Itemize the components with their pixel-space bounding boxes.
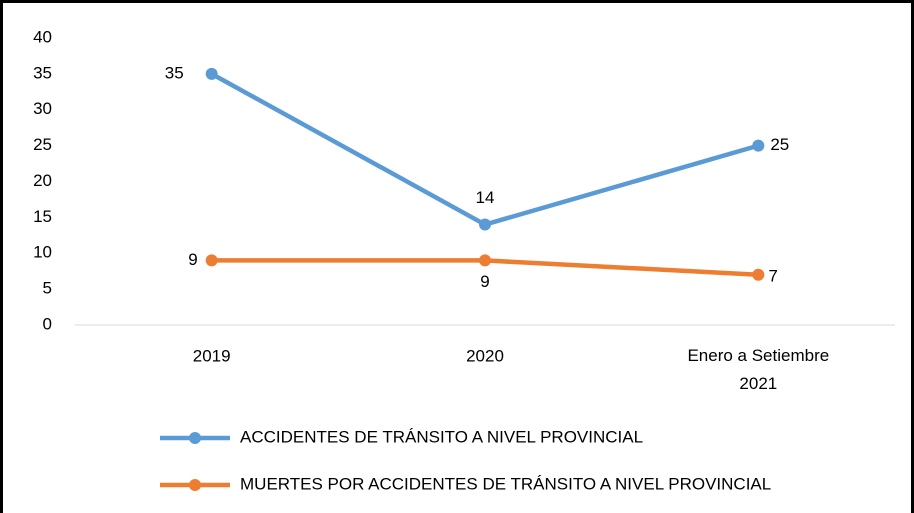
- data-label: 25: [770, 135, 789, 154]
- y-tick-label: 35: [33, 63, 52, 82]
- data-point: [479, 254, 491, 267]
- x-tick-label: Enero a Setiembre 2021: [687, 346, 829, 393]
- data-point: [752, 268, 765, 281]
- y-tick-label: 30: [33, 99, 52, 118]
- legend-marker: [189, 479, 201, 491]
- legend-marker: [189, 432, 201, 444]
- legend-label: ACCIDENTES DE TRÁNSITO A NIVEL PROVINCIA…: [240, 427, 643, 446]
- data-label: 14: [476, 188, 495, 207]
- data-label: 35: [165, 63, 184, 82]
- data-label: 9: [188, 250, 197, 269]
- y-tick-label: 40: [33, 27, 52, 46]
- data-point: [205, 254, 218, 267]
- x-tick-label: 2020: [466, 346, 504, 365]
- y-tick-label: 10: [33, 243, 52, 262]
- data-point: [479, 218, 491, 231]
- data-point: [752, 139, 765, 152]
- x-tick-label: 2019: [193, 346, 231, 365]
- y-tick-label: 0: [43, 314, 52, 333]
- y-tick-label: 25: [33, 135, 52, 154]
- data-point: [205, 67, 218, 80]
- y-tick-label: 20: [33, 171, 52, 190]
- data-label: 9: [480, 272, 489, 291]
- data-label: 7: [768, 266, 777, 285]
- y-tick-label: 5: [43, 279, 52, 298]
- legend-label: MUERTES POR ACCIDENTES DE TRÁNSITO A NIV…: [240, 474, 771, 493]
- y-tick-label: 15: [33, 207, 52, 226]
